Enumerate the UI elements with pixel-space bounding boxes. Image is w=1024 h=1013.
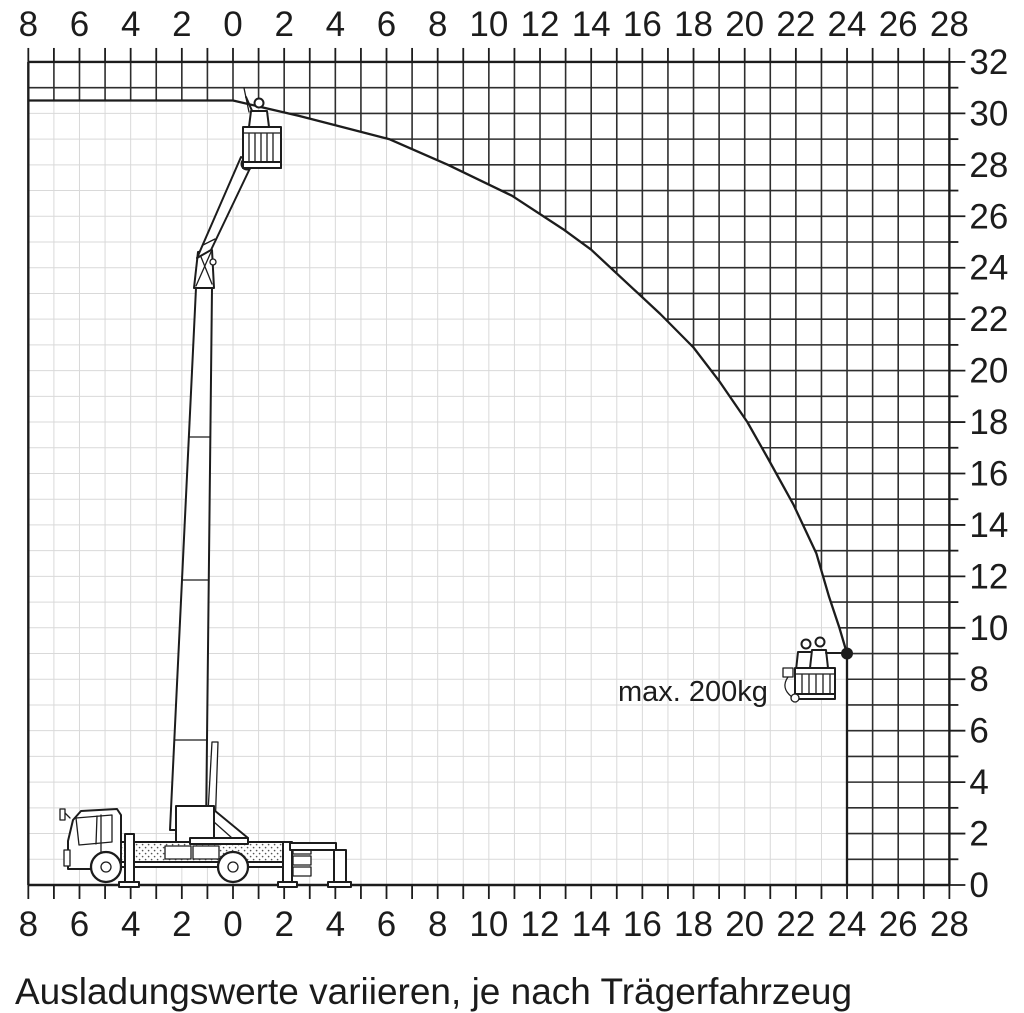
y-axis-label-right: 28 — [969, 146, 1008, 185]
y-axis-label-right: 18 — [969, 403, 1008, 442]
x-axis-label-top: 2 — [172, 5, 191, 44]
x-axis-label-bottom: 20 — [725, 905, 764, 944]
caption: Ausladungswerte variieren, je nach Träge… — [15, 971, 853, 1012]
x-axis-label-bottom: 4 — [121, 905, 140, 944]
x-axis-label-bottom: 22 — [776, 905, 815, 944]
x-axis-label-bottom: 8 — [428, 905, 447, 944]
y-axis-label-right: 0 — [969, 866, 988, 905]
x-axis-label-bottom: 2 — [172, 905, 191, 944]
x-axis-label-top: 2 — [274, 5, 293, 44]
x-axis-label-top: 4 — [326, 5, 345, 44]
y-axis-label-right: 20 — [969, 352, 1008, 391]
x-axis-label-top: 12 — [521, 5, 560, 44]
x-axis-label-top: 0 — [223, 5, 242, 44]
x-axis-label-top: 10 — [469, 5, 508, 44]
x-axis-label-top: 24 — [828, 5, 867, 44]
x-axis-label-top: 8 — [19, 5, 38, 44]
y-axis-label-right: 2 — [969, 815, 988, 854]
y-axis-label-right: 10 — [969, 609, 1008, 648]
x-axis-label-bottom: 4 — [326, 905, 345, 944]
worker-head — [800, 638, 812, 650]
x-axis-label-bottom: 28 — [930, 905, 969, 944]
rear-outrigger — [333, 849, 347, 883]
x-axis-label-top: 4 — [121, 5, 140, 44]
x-axis-label-bottom: 24 — [828, 905, 867, 944]
x-axis-label-top: 6 — [70, 5, 89, 44]
cab-mirror — [59, 808, 66, 821]
cab-window — [75, 814, 113, 846]
x-axis-label-bottom: 6 — [377, 905, 396, 944]
working-envelope-curve — [28, 99, 849, 885]
x-axis-label-bottom: 10 — [469, 905, 508, 944]
x-axis-label-top: 28 — [930, 5, 969, 44]
x-axis-label-top: 14 — [572, 5, 611, 44]
y-axis-label-right: 12 — [969, 557, 1008, 596]
max-load-label: max. 200kg — [618, 676, 768, 708]
y-axis-label-right: 24 — [969, 249, 1008, 288]
basket-caster — [790, 693, 800, 703]
axis-labels: 8 6 4 2 0 2 4 6 8 10 12 14 16 18 20 22 24 26 288 6 4 2 0 2 4 6 8 10… — [19, 5, 1009, 944]
working-range-chart: 8 6 4 2 0 2 4 6 8 10 12 14 16 18 20 22 24 26 288 6 4 2 0 2 4 6 8 10… — [19, 5, 1009, 944]
x-axis-label-bottom: 2 — [274, 905, 293, 944]
work-basket-with-two-workers-icon — [782, 636, 846, 703]
x-axis-label-top: 8 — [428, 5, 447, 44]
front-outrigger — [124, 833, 135, 883]
axis-ticks — [27, 47, 966, 899]
x-axis-label-bottom: 12 — [521, 905, 560, 944]
worker-head — [814, 636, 826, 648]
x-axis-label-top: 18 — [674, 5, 713, 44]
truck-with-telescopic-boom-icon — [59, 156, 352, 888]
y-axis-label-right: 4 — [969, 763, 988, 802]
x-axis-label-bottom: 6 — [70, 905, 89, 944]
y-axis-label-right: 22 — [969, 300, 1008, 339]
worker-head — [253, 97, 265, 109]
work-basket-with-worker-icon — [242, 87, 282, 169]
x-axis-label-bottom: 18 — [674, 905, 713, 944]
x-axis-label-bottom: 16 — [623, 905, 662, 944]
x-axis-label-bottom: 14 — [572, 905, 611, 944]
x-axis-label-bottom: 8 — [19, 905, 38, 944]
x-axis-label-top: 26 — [879, 5, 918, 44]
x-axis-label-bottom: 26 — [879, 905, 918, 944]
worker-pole — [243, 87, 250, 113]
x-axis-label-top: 20 — [725, 5, 764, 44]
y-axis-label-right: 32 — [969, 43, 1008, 82]
basket-hook — [782, 667, 794, 678]
y-axis-label-right: 30 — [969, 94, 1008, 133]
max-outreach-point-dot — [841, 647, 853, 660]
x-axis-label-bottom: 0 — [223, 905, 242, 944]
y-axis-label-right: 8 — [969, 660, 988, 699]
boom-lower-telescope — [169, 287, 213, 831]
x-axis-label-top: 6 — [377, 5, 396, 44]
y-axis-label-right: 6 — [969, 712, 988, 751]
boom-upper-arm — [196, 156, 254, 259]
x-axis-label-top: 22 — [776, 5, 815, 44]
x-axis-label-top: 16 — [623, 5, 662, 44]
y-axis-label-right: 14 — [969, 506, 1008, 545]
y-axis-label-right: 26 — [969, 197, 1008, 236]
boom-turret — [175, 805, 215, 843]
y-axis-label-right: 16 — [969, 455, 1008, 494]
worker-body — [248, 110, 270, 128]
